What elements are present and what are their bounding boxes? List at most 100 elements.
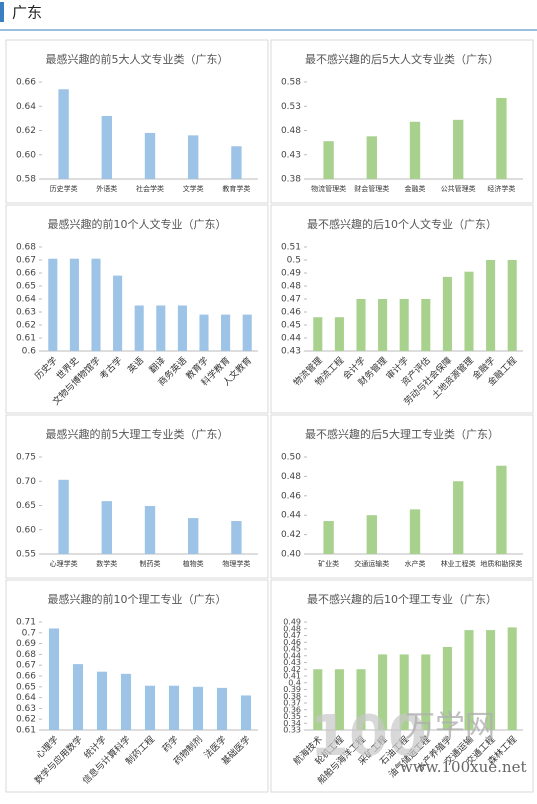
bar xyxy=(323,521,334,554)
y-tick-label: 0.64 xyxy=(16,295,36,305)
x-tick-label: 水产类 xyxy=(405,559,426,568)
x-tick-label: 文学类 xyxy=(183,184,204,193)
bar xyxy=(366,136,377,179)
bar xyxy=(442,276,452,351)
y-tick-label: 0.68 xyxy=(16,650,36,660)
bar xyxy=(313,317,323,351)
bar xyxy=(496,465,507,554)
chart-panel xyxy=(5,414,269,579)
y-tick-label: 0.71 xyxy=(16,618,36,628)
y-tick-label: 0.7 xyxy=(22,628,36,638)
bar xyxy=(507,627,517,730)
y-tick-label: 0.6 xyxy=(22,347,37,357)
bar xyxy=(91,258,101,351)
y-tick-label: 0.65 xyxy=(16,282,36,292)
y-tick-label: 0.64 xyxy=(16,102,36,112)
bar xyxy=(496,98,507,179)
x-tick-label: 外语类 xyxy=(96,184,117,193)
bar xyxy=(356,299,366,351)
bar xyxy=(58,479,69,554)
bar xyxy=(144,505,156,554)
y-tick-label: 0.48 xyxy=(283,624,301,633)
y-tick-label: 0.46 xyxy=(281,491,301,501)
chart-title: 最感兴趣的前10个理工专业（广东） xyxy=(48,592,227,606)
y-tick-label: 0.46 xyxy=(283,638,301,647)
x-tick-label: 经济学类 xyxy=(487,184,515,193)
bar xyxy=(421,654,431,730)
y-tick-label: 0.65 xyxy=(16,501,36,511)
bar xyxy=(192,686,204,730)
chart-title: 最不感兴趣的后5大理工专业类（广东） xyxy=(305,427,499,441)
bar xyxy=(313,669,323,730)
bar xyxy=(442,646,452,730)
chart-title: 最不感兴趣的后10个理工专业（广东） xyxy=(307,592,497,606)
y-tick-label: 0.42 xyxy=(283,665,301,674)
y-tick-label: 0.60 xyxy=(16,150,36,160)
bar xyxy=(378,654,388,730)
bar xyxy=(242,314,252,351)
bar xyxy=(177,305,187,351)
bar xyxy=(72,664,84,730)
y-tick-label: 0.43 xyxy=(283,658,301,667)
y-tick-label: 0.58 xyxy=(281,78,301,88)
bar xyxy=(323,141,334,179)
y-tick-label: 0.38 xyxy=(281,175,301,185)
bar xyxy=(221,314,231,351)
chart-panel xyxy=(270,39,534,204)
x-tick-label: 金融类 xyxy=(405,184,426,193)
y-tick-label: 0.55 xyxy=(16,550,36,560)
chart-title: 最感兴趣的前10个人文专业（广东） xyxy=(48,217,227,231)
bar xyxy=(486,260,496,351)
bar xyxy=(421,299,431,351)
x-tick-label: 地质和勘探类 xyxy=(480,559,522,568)
bar xyxy=(409,121,421,179)
y-tick-label: 0.48 xyxy=(281,282,301,292)
header-title: 广东 xyxy=(12,4,42,22)
y-tick-label: 0.45 xyxy=(281,321,301,331)
y-tick-label: 0.60 xyxy=(16,525,36,535)
bar xyxy=(96,671,108,730)
y-tick-label: 0.53 xyxy=(281,102,301,112)
bar xyxy=(453,481,464,554)
y-tick-label: 0.51 xyxy=(281,243,301,253)
chart-title: 最不感兴趣的后10个人文专业（广东） xyxy=(307,217,497,231)
bar xyxy=(134,305,144,351)
y-tick-label: 0.50 xyxy=(281,453,301,463)
bar xyxy=(486,630,496,730)
chart-title: 最感兴趣的前5大人文专业类（广东） xyxy=(46,52,229,66)
y-tick-label: 0.46 xyxy=(281,308,301,318)
x-tick-label: 矿业类 xyxy=(318,559,339,568)
bar xyxy=(334,317,344,351)
chart-title: 最感兴趣的前5大理工专业类（广东） xyxy=(46,427,229,441)
chart-panel xyxy=(270,414,534,579)
y-tick-label: 0.36 xyxy=(283,705,301,714)
watermark-url: www.100xue.net xyxy=(400,758,526,776)
y-tick-label: 0.42 xyxy=(281,530,301,540)
watermark-logo: 100 xyxy=(310,704,427,769)
bar xyxy=(399,654,409,730)
bar xyxy=(231,146,242,179)
bar xyxy=(356,669,366,730)
x-tick-label: 公共管理类 xyxy=(441,184,476,193)
y-tick-label: 0.63 xyxy=(16,704,36,714)
x-tick-label: 历史学类 xyxy=(50,184,78,193)
x-tick-label: 制药类 xyxy=(140,559,161,568)
x-tick-label: 植物类 xyxy=(183,559,204,568)
y-tick-label: 0.33 xyxy=(283,726,301,735)
x-tick-label: 心理学类 xyxy=(50,559,78,568)
bar xyxy=(188,518,199,554)
header-accent xyxy=(0,2,4,22)
x-tick-label: 物理学类 xyxy=(222,559,250,568)
y-tick-label: 0.65 xyxy=(16,682,36,692)
y-tick-label: 0.35 xyxy=(283,712,301,721)
y-tick-label: 0.47 xyxy=(283,631,301,640)
y-tick-label: 0.44 xyxy=(281,511,301,521)
y-tick-label: 0.69 xyxy=(16,639,36,649)
y-tick-label: 0.49 xyxy=(281,269,301,279)
bar xyxy=(101,115,112,179)
y-tick-label: 0.44 xyxy=(283,651,301,660)
bar xyxy=(48,628,60,730)
bar xyxy=(507,260,517,351)
